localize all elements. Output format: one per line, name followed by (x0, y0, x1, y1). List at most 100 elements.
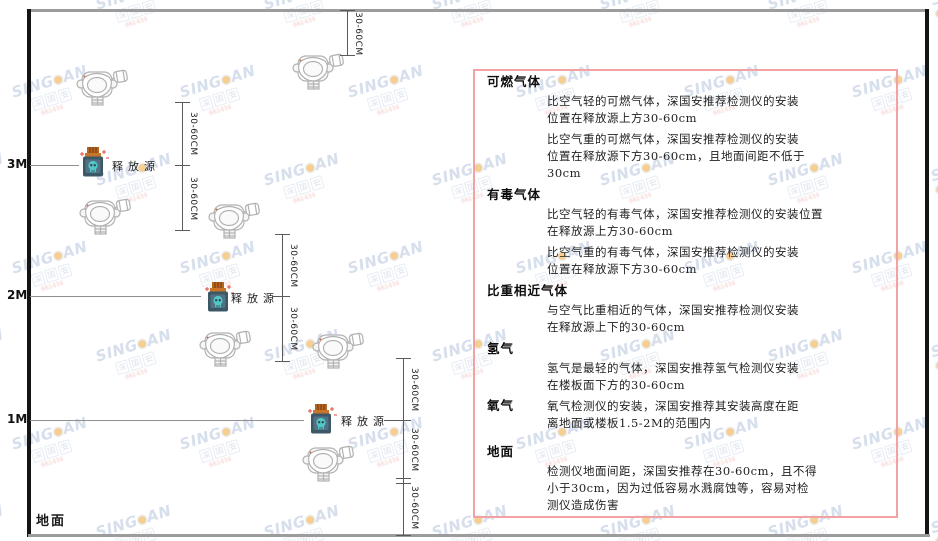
dimension-tick (175, 102, 190, 103)
gas-detector (290, 50, 344, 94)
gas-detector (77, 195, 131, 239)
gas-detector (197, 327, 251, 371)
left-wall-line (27, 9, 31, 537)
watermark-globe-dot (53, 250, 64, 261)
watermark-chinese: 深国安 (366, 79, 430, 112)
watermark-code: 661434 (292, 191, 317, 206)
watermark-chinese: 深国安 (618, 519, 682, 541)
gas-detector (74, 66, 128, 110)
section-text-line: 测仪造成伤害 (547, 498, 619, 512)
gas-detector-icon (79, 198, 131, 235)
info-panel: 可燃气体 比空气轻的可燃气体，深国安推荐检测仪的安装 位置在释放源上方30-60cm… (473, 69, 898, 518)
section-text-line: 比空气轻的可燃气体，深国安推荐检测仪的安装 (547, 94, 799, 108)
section-paragraph: 比空气轻的有毒气体，深国安推荐检测仪的安装位置 在释放源上方30-60cm (547, 206, 890, 240)
gas-detector (206, 199, 260, 243)
release-source-label: 释放源 (231, 292, 279, 305)
section-text-line: 氢气是最轻的气体，深国安推荐氢气检测仪安装 (547, 361, 799, 375)
dimension-line (182, 102, 183, 230)
section-text-line: 位置在释放源下方30-60cm，且地面间距不低于 (547, 149, 805, 163)
watermark-chinese: 深国安 (450, 519, 514, 541)
panel-section: 氢气氢气是最轻的气体，深国安推荐氢气检测仪安装 在楼板面下方的30-60cm (487, 341, 890, 394)
watermark-chinese: 深国安 (0, 519, 10, 541)
dimension-label: 30-60CM (409, 428, 419, 472)
section-text-line: 位置在释放源下方30-60cm (547, 262, 697, 276)
section-text-line: 与空气比重相近的气体，深国安推荐检测仪安装 (547, 303, 799, 317)
section-text-line: 小于30cm，因为过低容易水溅腐蚀等，容易对检 (547, 481, 809, 495)
section-text-line: 位置在释放源上方30-60cm (547, 111, 697, 125)
watermark-globe-dot (137, 338, 148, 349)
section-text-line: 氧气检测仪的安装，深国安推荐其安装高度在距 (547, 399, 799, 413)
dimension-label: 30-60CM (409, 368, 419, 412)
dimension-tick (396, 420, 411, 421)
section-text-line: 离地面或楼板1.5-2M的范围内 (547, 416, 712, 430)
section-text-line: 比空气重的可燃气体，深国安推荐检测仪的安装 (547, 132, 799, 146)
ground-line (28, 534, 930, 537)
panel-section: 有毒气体 比空气轻的有毒气体，深国安推荐检测仪的安装位置 在释放源上方30-60cm… (487, 187, 890, 278)
section-paragraph: 检测仪地面间距，深国安推荐在30-60cm，且不得 小于30cm，因为过低容易水溅… (547, 463, 890, 514)
watermark-code: 661434 (0, 534, 12, 541)
watermark-code: 661434 (40, 455, 65, 470)
section-heading: 氢气 (487, 341, 515, 356)
section-heading: 地面 (487, 444, 515, 459)
watermark-globe-dot (137, 514, 148, 525)
watermark-globe-dot (389, 74, 400, 85)
watermark-code: 661434 (376, 455, 401, 470)
release-source-label: 释放源 (112, 160, 160, 173)
label-connector-line (384, 420, 403, 421)
watermark-globe-dot (221, 250, 232, 261)
watermark-code: 661434 (124, 191, 149, 206)
section-paragraph: 比空气轻的可燃气体，深国安推荐检测仪的安装 位置在释放源上方30-60cm (547, 93, 890, 127)
section-paragraph: 氢气是最轻的气体，深国安推荐氢气检测仪安装 在楼板面下方的30-60cm (547, 360, 890, 394)
watermark-chinese: 深国安 (366, 255, 430, 288)
panel-section: 可燃气体 比空气轻的可燃气体，深国安推荐检测仪的安装 位置在释放源上方30-60cm… (487, 74, 890, 182)
release-source (201, 281, 235, 320)
watermark-chinese: 深国安 (282, 519, 346, 541)
watermark-code: 661434 (208, 455, 233, 470)
dimension-label: 30-60CM (188, 112, 198, 156)
watermark-globe-dot (53, 74, 64, 85)
dimension-tick (396, 535, 411, 536)
watermark-globe-dot (53, 426, 64, 437)
gas-detector-icon (76, 69, 128, 106)
watermark-chinese: 深国安 (198, 79, 262, 112)
watermark-code: 661434 (208, 103, 233, 118)
watermark-globe-dot (221, 426, 232, 437)
dimension-tick (396, 358, 411, 359)
section-text-line: 在释放源上下的30-60cm (547, 320, 685, 334)
watermark-chinese: 深国安 (282, 167, 346, 200)
dimension-label: 30-60CM (288, 307, 298, 351)
section-paragraph: 比空气重的有毒气体，深国安推荐检测仪的安装 位置在释放源下方30-60cm (547, 244, 890, 278)
dimension-label: 30-60CM (188, 177, 198, 221)
gas-detector-icon (312, 332, 364, 369)
label-connector-line (272, 296, 282, 297)
release-source-icon (80, 147, 109, 177)
dimension-tick (340, 10, 355, 11)
dimension-tick (340, 55, 355, 56)
watermark-chinese: 深国安 (0, 0, 10, 23)
section-heading: 可燃气体 (487, 74, 542, 89)
watermark-chinese: 深国安 (198, 431, 262, 464)
dimension-label: 30-60CM (288, 244, 298, 288)
